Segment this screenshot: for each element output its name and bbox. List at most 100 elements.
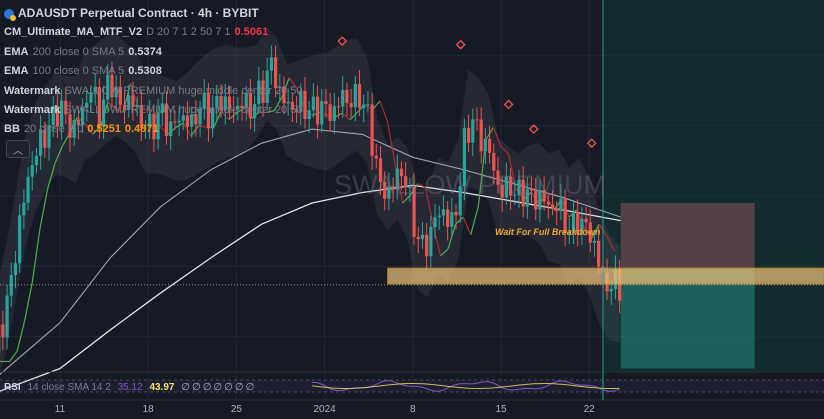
candle-body <box>429 226 433 257</box>
candle-body <box>236 105 240 110</box>
signal-marker <box>586 138 597 149</box>
candle-body <box>290 101 294 110</box>
candle-body <box>315 96 320 125</box>
indicator-value: 0.5308 <box>128 65 162 78</box>
indicator-row[interactable]: Watermark SWALLOW PREMIUM huge middle cen… <box>4 82 306 101</box>
indicator-row[interactable]: EMA 200 close 0 SMA 5 0.5374 <box>4 43 306 62</box>
mtf-ma-segment <box>417 183 426 188</box>
mtf-ma-segment <box>16 320 26 352</box>
candle-body <box>496 170 500 185</box>
chart-annotation: Wait For Full Breakdown <box>495 227 601 237</box>
candle-body <box>609 288 613 292</box>
candle-body <box>525 188 529 207</box>
candle-body <box>475 119 479 121</box>
mtf-ma-segment <box>54 145 64 164</box>
candle-body <box>47 125 51 148</box>
candle-body <box>483 138 487 152</box>
candle-body <box>555 208 559 212</box>
mtf-ma-segment <box>341 112 351 121</box>
mtf-ma-segment <box>31 229 41 283</box>
candle-body <box>257 80 261 105</box>
support-zone <box>387 267 824 285</box>
mtf-ma-segment <box>288 77 298 89</box>
candle-body <box>89 92 93 103</box>
mtf-ma-segment <box>39 189 48 230</box>
candle-body <box>148 113 152 128</box>
candle-body <box>9 275 13 296</box>
ema-lines <box>0 77 621 392</box>
candle-body <box>563 198 567 234</box>
candle-body <box>462 127 467 187</box>
candle-body <box>450 211 454 227</box>
indicator-name: Watermark <box>4 84 61 97</box>
candle-body <box>223 96 227 111</box>
mtf-ma-segment <box>175 122 184 128</box>
time-axis[interactable]: 11 18 25 2024 8 15 22 <box>0 400 824 419</box>
indicator-row[interactable]: BB 20 close 2 0 0.5251 0.4871 <box>4 120 306 139</box>
rsi-empty-value: ∅ <box>191 382 201 393</box>
candle-body <box>378 158 383 182</box>
rsi-name: RSI <box>4 382 21 393</box>
mtf-ma-segment <box>349 111 358 121</box>
candle-body <box>93 87 97 93</box>
ada-coin-icon <box>4 8 16 21</box>
time-axis-label: 15 <box>495 404 507 415</box>
indicator-row[interactable]: CM_Ultimate_MA_MTF_V2 D 20 7 1 2 50 7 1 0.… <box>4 23 306 42</box>
watermark-text: SWALLOW PREMIUM <box>334 170 607 200</box>
mtf-ma-segment <box>213 111 222 128</box>
candle-body <box>550 204 555 209</box>
indicator-value: 0.5251 <box>87 123 121 136</box>
candle-body <box>546 201 550 205</box>
candle-body <box>76 119 80 126</box>
candle-body <box>202 92 206 109</box>
indicator-params: SWALLOW PREMIUM huge middle center 20 50 <box>64 84 303 97</box>
candle-body <box>118 86 122 105</box>
indicator-value: 0.5061 <box>234 26 269 39</box>
indicator-params: 100 close 0 SMA 5 <box>32 65 125 78</box>
signal-marker <box>503 99 514 110</box>
candle-body <box>618 269 622 301</box>
candle-body <box>454 211 458 216</box>
indicator-name: EMA <box>4 65 29 78</box>
candle-body <box>60 100 64 127</box>
mtf-ma-segment <box>190 125 200 137</box>
candle-body <box>437 215 441 218</box>
candle-body <box>68 114 72 138</box>
signal-markers <box>337 36 597 149</box>
mtf-ma-segment <box>591 223 600 239</box>
mtf-ma-segment <box>372 100 381 111</box>
candle-body <box>471 119 475 143</box>
candle-body <box>253 104 257 119</box>
candle-body <box>571 212 576 232</box>
candle-body <box>286 101 290 104</box>
candle-body <box>273 57 278 89</box>
indicator-params: 20 close 2 0 <box>23 123 84 136</box>
indicator-row[interactable]: Watermark SWALLOW PREMIUM huge middle cen… <box>4 101 306 120</box>
mtf-ma-segment <box>266 110 275 113</box>
candle-body <box>521 179 525 207</box>
candle-body <box>194 114 198 125</box>
candle-body <box>139 104 143 128</box>
legend-collapse-button[interactable]: ︿ <box>6 140 30 158</box>
mtf-ma-segment <box>387 121 396 165</box>
candle-body <box>164 103 169 137</box>
candle-body <box>114 86 118 98</box>
indicator-name: BB <box>4 123 20 136</box>
candle-body <box>433 217 437 227</box>
rsi-ma-value: 43.97 <box>149 382 175 393</box>
time-axis-label: 11 <box>54 404 66 415</box>
candle-body <box>349 103 353 108</box>
indicator-value: 0.4871 <box>124 123 159 136</box>
rsi-empty-value: ∅ <box>181 382 190 393</box>
time-axis-label: 8 <box>410 404 416 415</box>
candle-body <box>446 209 450 227</box>
symbol-title-row[interactable]: ADAUSDT Perpetual Contract · 4h · BYBIT <box>4 4 306 23</box>
candle-body <box>597 240 601 267</box>
candle-body <box>370 104 374 156</box>
candle-body <box>51 106 55 126</box>
rsi-legend[interactable]: RSI 14 close SMA 14 2 35.12 43.97 ∅ ∅ ∅ ∅ ∅ ∅… <box>4 382 256 393</box>
indicator-row[interactable]: EMA 100 close 0 SMA 5 0.5308 <box>4 62 306 81</box>
mtf-ma-segment <box>432 224 442 256</box>
candle-body <box>538 189 542 210</box>
